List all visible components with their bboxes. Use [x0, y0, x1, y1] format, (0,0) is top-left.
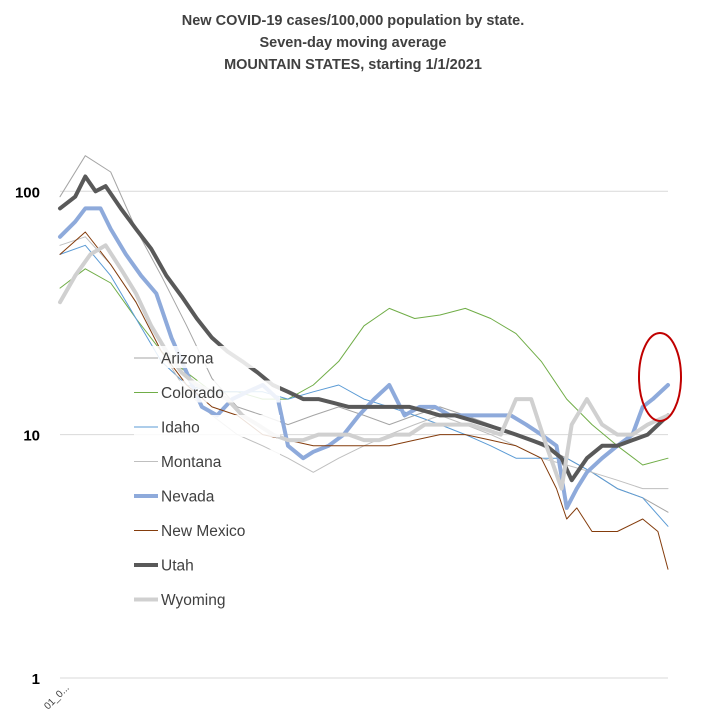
chart-title: New COVID-19 cases/100,000 population by…: [182, 13, 525, 73]
series-line-wyoming: [58, 243, 670, 491]
legend-bg-idaho: [134, 415, 280, 437]
y-tick-label-100: 100: [15, 184, 40, 201]
y-tick-label-10: 10: [23, 428, 40, 445]
legend-label-idaho: Idaho: [161, 420, 200, 437]
legend-label-nevada: Nevada: [161, 489, 215, 506]
chart-title-line-1: New COVID-19 cases/100,000 population by…: [182, 13, 525, 29]
legend-label-wyoming: Wyoming: [161, 592, 225, 609]
y-tick-label-1: 1: [32, 671, 40, 688]
y-axis-ticks: 1 10 100: [15, 184, 40, 688]
series-line-utah: [58, 174, 670, 483]
legend-label-utah: Utah: [161, 558, 194, 575]
legend-bg-arizona: [134, 346, 280, 368]
legend-label-montana: Montana: [161, 454, 222, 471]
series-line-new-mexico: [59, 231, 669, 570]
legend-bg-utah: [134, 553, 280, 575]
legend-label-arizona: Arizona: [161, 351, 214, 368]
legend-bg-nevada: [134, 484, 280, 506]
legend-bg-wyoming: [134, 587, 280, 610]
legend-bg-new-mexico: [134, 518, 280, 541]
legend-bg-montana: [134, 449, 280, 472]
legend: Arizona Colorado Idaho Montana Nevada New Mex…: [134, 346, 280, 610]
legend-label-new-mexico: New Mexico: [161, 523, 245, 540]
x-tick-label: 01_0...: [42, 683, 71, 712]
legend-bg-colorado: [134, 380, 280, 403]
highlight-ellipse: [638, 332, 682, 422]
annotation: [638, 332, 682, 422]
chart-title-line-3: MOUNTAIN STATES, starting 1/1/2021: [224, 57, 482, 73]
x-axis-ticks: 01_0...: [42, 683, 71, 712]
legend-label-colorado: Colorado: [161, 385, 224, 402]
chart-title-line-2: Seven-day moving average: [260, 35, 447, 51]
